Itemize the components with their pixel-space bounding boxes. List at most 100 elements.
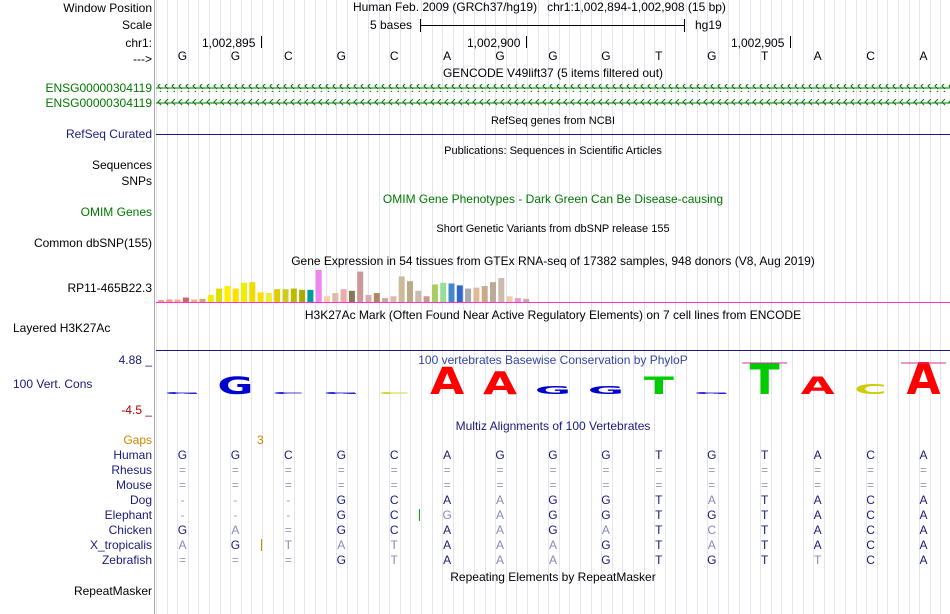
refseq-title[interactable]: RefSeq genes from NCBI (490, 115, 616, 127)
species-label[interactable]: Chicken (108, 523, 152, 537)
cons-label[interactable]: 100 Vert. Cons (13, 377, 93, 391)
gtex-tissue-bar[interactable] (224, 286, 231, 302)
gtex-tissue-bar[interactable] (423, 296, 430, 302)
gtex-tissue-bar[interactable] (348, 290, 355, 302)
alignment-base: G (177, 448, 188, 462)
alignment-base: = (708, 463, 716, 477)
grid-line (251, 0, 253, 614)
gtex-tissue-bar[interactable] (398, 276, 405, 302)
gtex-tissue-bar[interactable] (265, 293, 272, 302)
xtrop-insertion-mark (261, 539, 262, 551)
species-label[interactable]: Rhesus (111, 463, 152, 477)
gtex-tissue-bar[interactable] (299, 289, 306, 302)
alignment-base: T (655, 493, 663, 507)
omim-title[interactable]: OMIM Gene Phenotypes - Dark Green Can Be… (382, 192, 724, 206)
rmsk-label[interactable]: RepeatMasker (73, 584, 152, 598)
gtex-tissue-bar[interactable] (307, 289, 314, 302)
species-label[interactable]: Human (113, 448, 152, 462)
gtex-tissue-bar[interactable] (357, 271, 364, 302)
gtex-tissue-bar[interactable] (365, 294, 372, 302)
gtex-tissue-bar[interactable] (332, 293, 339, 302)
multiz-title[interactable]: Multiz Alignments of 100 Vertebrates (455, 419, 651, 433)
gtex-tissue-bar[interactable] (382, 298, 389, 302)
h3k27-label[interactable]: Layered H3K27Ac (13, 321, 111, 335)
dbsnp-label[interactable]: Common dbSNP(155) (33, 236, 152, 250)
gtex-tissue-bar[interactable] (465, 288, 472, 302)
gencode-item-label-2[interactable]: ENSG00000304119 (45, 96, 152, 110)
gtex-tissue-bar[interactable] (199, 298, 206, 302)
grid-line (209, 0, 210, 614)
grid-line (855, 0, 857, 614)
gtex-tissue-bar[interactable] (207, 294, 214, 302)
species-label[interactable]: Zebrafish (101, 553, 152, 567)
gtex-tissue-bar[interactable] (290, 288, 297, 302)
alignment-base: A (813, 493, 822, 507)
alignment-base: - (286, 493, 291, 507)
coord-3-tick (790, 36, 791, 48)
species-label[interactable]: Mouse (115, 478, 152, 492)
rmsk-title[interactable]: Repeating Elements by RepeatMasker (450, 570, 656, 584)
gtex-tissue-bar[interactable] (340, 289, 347, 302)
gtex-tissue-bar[interactable] (390, 296, 397, 302)
alignment-base: A (919, 538, 928, 552)
gtex-tissue-bar[interactable] (282, 289, 289, 302)
alignment-base: T (655, 538, 663, 552)
gtex-tissue-bar[interactable] (407, 281, 413, 302)
gencode-item-label-1[interactable]: ENSG00000304119 (45, 81, 152, 95)
species-label[interactable]: Dog (129, 493, 152, 507)
gtex-tissue-bar[interactable] (473, 287, 480, 302)
species-label[interactable]: Elephant (104, 508, 152, 522)
alignment-base: G (601, 493, 611, 507)
gtex-tissue-bar[interactable] (191, 299, 198, 302)
gtex-tissue-bar[interactable] (481, 286, 488, 302)
species-label[interactable]: X_tropicalis (89, 538, 152, 552)
scale-db: hg19 (695, 18, 722, 32)
gencode-title[interactable]: GENCODE V49lift37 (5 items filtered out) (442, 66, 664, 80)
gtex-tissue-bar[interactable] (274, 289, 281, 302)
gtex-tissue-bar[interactable] (440, 282, 447, 302)
refseq-label[interactable]: RefSeq Curated (65, 127, 152, 141)
gtex-tissue-bar[interactable] (373, 293, 380, 302)
gtex-tissue-bar[interactable] (182, 297, 189, 302)
pubs-snps-label[interactable]: SNPs (121, 174, 152, 188)
gtex-title[interactable]: Gene Expression in 54 tissues from GTEx … (291, 254, 815, 268)
gtex-tissue-bar[interactable] (257, 292, 264, 302)
alignment-base: G (548, 448, 558, 462)
pubs-title[interactable]: Publications: Sequences in Scientific Ar… (444, 145, 662, 157)
gtex-tissue-bar[interactable] (324, 296, 330, 302)
gtex-tissue-bar[interactable] (158, 300, 164, 302)
gtex-tissue-bar[interactable] (166, 299, 173, 302)
pubs-sequences-label[interactable]: Sequences (91, 158, 152, 172)
gtex-gene-label[interactable]: RP11-465B22.3 (67, 281, 152, 295)
alignment-base: = (655, 463, 663, 477)
omim-label[interactable]: OMIM Genes (80, 205, 152, 219)
gencode-gene-lines[interactable] (156, 82, 950, 110)
grid-line (929, 0, 931, 614)
alignment-base: G (495, 448, 505, 462)
base-letter: A (443, 49, 452, 63)
gtex-tissue-bar[interactable] (514, 298, 521, 302)
alignment-base: T (390, 553, 398, 567)
h3k27-title[interactable]: H3K27Ac Mark (Often Found Near Active Re… (304, 308, 802, 322)
gtex-tissue-bar[interactable] (315, 270, 322, 302)
gtex-tissue-bar[interactable] (448, 283, 455, 302)
gtex-tissue-bar[interactable] (498, 278, 505, 302)
gtex-tissue-bar[interactable] (415, 290, 422, 302)
gtex-tissue-bar[interactable] (232, 288, 239, 302)
gtex-bar-chart[interactable] (156, 268, 556, 302)
gtex-tissue-bar[interactable] (456, 285, 463, 302)
gtex-tissue-bar[interactable] (431, 284, 438, 302)
cons-title[interactable]: 100 vertebrates Basewise Conservation by… (418, 353, 688, 367)
grid-line (452, 0, 454, 614)
cons-logo-letter: A (430, 362, 464, 398)
gtex-tissue-bar[interactable] (174, 299, 181, 302)
refseq-gene-line[interactable] (156, 134, 950, 135)
gtex-tissue-bar[interactable] (241, 282, 247, 302)
gtex-tissue-bar[interactable] (523, 298, 530, 302)
gtex-tissue-bar[interactable] (249, 282, 256, 302)
gtex-tissue-bar[interactable] (490, 282, 496, 302)
gtex-tissue-bar[interactable] (216, 288, 223, 302)
gtex-tissue-bar[interactable] (506, 296, 513, 302)
dbsnp-title[interactable]: Short Genetic Variants from dbSNP releas… (436, 223, 670, 235)
